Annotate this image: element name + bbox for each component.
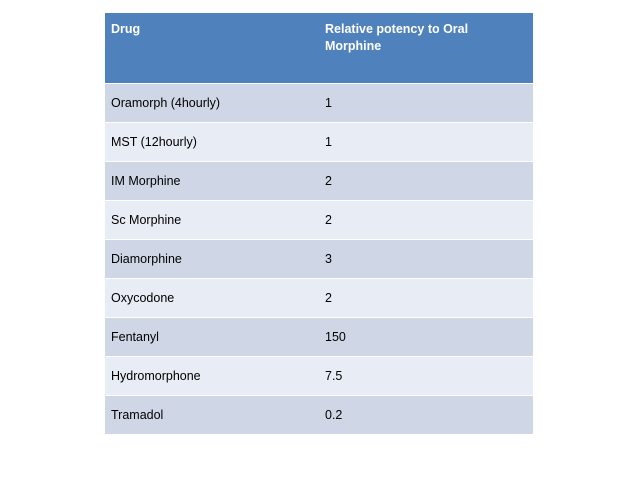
drug-cell: Oxycodone <box>111 291 175 305</box>
table-row: Oxycodone 2 <box>105 279 533 318</box>
potency-cell: 0.2 <box>325 408 343 422</box>
potency-cell: 3 <box>325 252 332 266</box>
drug-cell: Hydromorphone <box>111 369 201 383</box>
table-row: MST (12hourly) 1 <box>105 123 533 162</box>
potency-cell: 2 <box>325 213 332 227</box>
header-potency: Relative potency to Oral Morphine <box>325 22 469 53</box>
table-row: Tramadol 0.2 <box>105 396 533 434</box>
table-row: IM Morphine 2 <box>105 162 533 201</box>
drug-cell: IM Morphine <box>111 174 181 188</box>
drug-cell: Fentanyl <box>111 330 159 344</box>
opioid-potency-table: Drug Relative potency to Oral Morphine O… <box>105 13 533 434</box>
table-row: Sc Morphine 2 <box>105 201 533 240</box>
drug-cell: Diamorphine <box>111 252 182 266</box>
potency-cell: 150 <box>325 330 346 344</box>
table-header-row: Drug Relative potency to Oral Morphine <box>105 13 533 84</box>
potency-cell: 2 <box>325 291 332 305</box>
header-drug: Drug <box>111 22 141 36</box>
table-row: Oramorph (4hourly) 1 <box>105 84 533 123</box>
table-row: Hydromorphone 7.5 <box>105 357 533 396</box>
drug-cell: Tramadol <box>111 408 164 422</box>
drug-cell: MST (12hourly) <box>111 135 197 149</box>
drug-cell: Sc Morphine <box>111 213 182 227</box>
table-row: Fentanyl 150 <box>105 318 533 357</box>
potency-cell: 2 <box>325 174 332 188</box>
potency-cell: 7.5 <box>325 369 343 383</box>
table-row: Diamorphine 3 <box>105 240 533 279</box>
drug-cell: Oramorph (4hourly) <box>111 96 221 110</box>
potency-cell: 1 <box>325 96 332 110</box>
potency-cell: 1 <box>325 135 332 149</box>
